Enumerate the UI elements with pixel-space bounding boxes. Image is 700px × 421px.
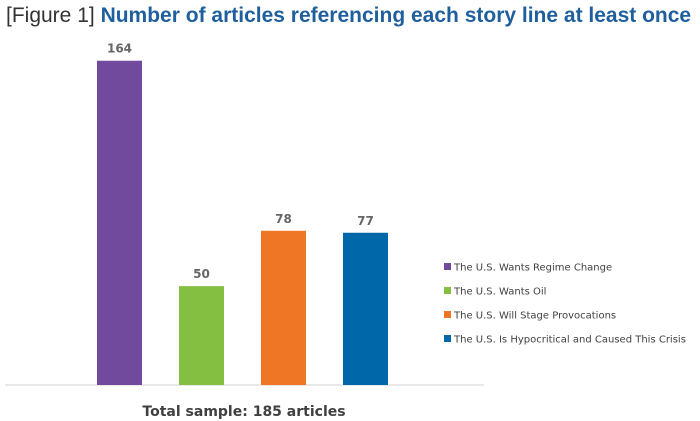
legend-swatch-the-u-s-wants-oil: [444, 287, 451, 294]
bar-the-u-s-wants-oil: [179, 286, 224, 385]
figure-label: [Figure 1]: [6, 4, 95, 27]
legend-swatch-the-u-s-will-stage-provocations: [444, 311, 451, 318]
legend-label-the-u-s-will-stage-provocations: The U.S. Will Stage Provocations: [453, 311, 616, 322]
bar-the-u-s-is-hypocritical-and-caused-this-crisis: [343, 232, 388, 385]
bars-group: [97, 60, 388, 386]
legend-swatch-the-u-s-wants-regime-change: [444, 263, 451, 270]
value-labels-group: 164 50 78 77: [107, 42, 374, 281]
value-label-the-u-s-wants-regime-change: 164: [107, 42, 132, 56]
value-label-the-u-s-will-stage-provocations: 78: [275, 212, 292, 226]
chart-title: [Figure 1] Number of articles referencin…: [6, 3, 691, 29]
bar-the-u-s-wants-regime-change: [97, 60, 142, 386]
legend-label-the-u-s-wants-regime-change: The U.S. Wants Regime Change: [453, 263, 612, 274]
chart-title-text: Number of articles referencing each stor…: [100, 4, 692, 27]
sample-footnote: Total sample: 185 articles: [142, 404, 345, 420]
value-label-the-u-s-wants-oil: 50: [193, 267, 210, 281]
legend: The U.S. Wants Regime Change The U.S. Wan…: [444, 263, 686, 346]
bar-the-u-s-will-stage-provocations: [261, 230, 306, 385]
value-label-the-u-s-is-hypocritical-and-caused-this-crisis: 77: [357, 214, 374, 228]
legend-swatch-the-u-s-is-hypocritical-and-caused-this-crisis: [444, 335, 451, 342]
legend-label-the-u-s-wants-oil: The U.S. Wants Oil: [453, 287, 546, 298]
legend-label-the-u-s-is-hypocritical-and-caused-this-crisis: The U.S. Is Hypocritical and Caused This…: [453, 335, 686, 346]
